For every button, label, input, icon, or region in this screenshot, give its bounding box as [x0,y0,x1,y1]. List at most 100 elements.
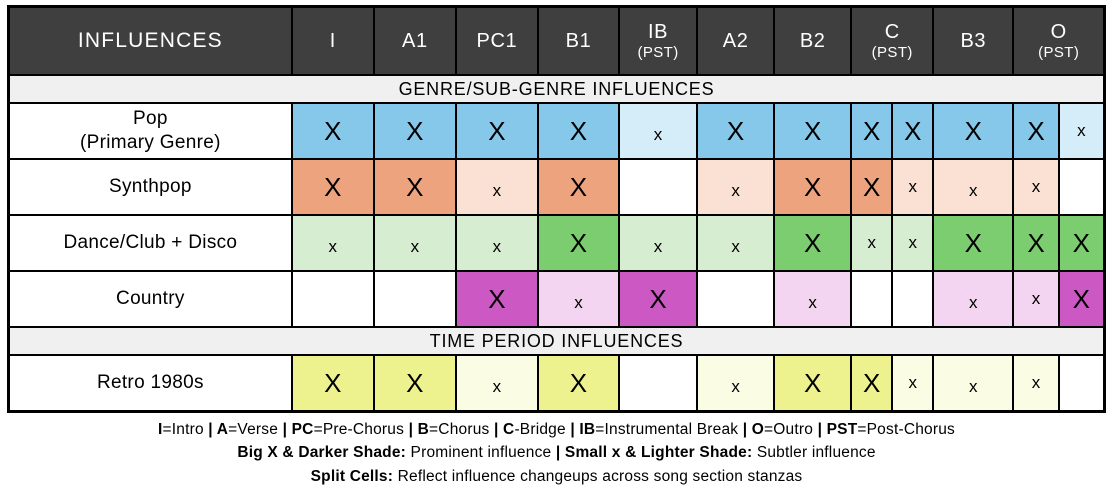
legend-text: =Chorus [429,421,490,438]
influence-mark: x [1031,289,1041,308]
influence-mark: x [328,236,338,256]
legend-line-shade-key: Big X & Darker Shade: Prominent influenc… [7,441,1106,464]
split-cell-half: x [891,356,932,410]
column-header-b2: B2 [773,5,853,76]
section-header-label: GENRE/SUB-GENRE INFLUENCES [7,74,1106,104]
influence-cell-synthpop-b3: x [932,158,1015,216]
influence-table-body: GENRE/SUB-GENRE INFLUENCES Pop (Primary Ge… [7,74,1106,413]
influence-cell-dance-club-disco-b1: X [536,214,621,272]
legend-text: =Post-Chorus [857,421,955,438]
split-cell-half: x [853,217,892,269]
influence-mark: x [410,236,420,256]
influence-mark: x [492,376,502,396]
row-label-pop: Pop (Primary Genre) [7,102,293,160]
column-header-ib: IB (PST) [617,5,699,76]
influence-cell-pop-ib: x [617,102,699,160]
influence-cell-dance-club-disco-b2: X [773,214,853,272]
legend-term: Small x & Lighter Shade: [564,444,753,462]
influence-cell-pop-a2: X [696,102,776,160]
legend-term: | [489,421,504,438]
influences-table: INFLUENCES I A1 PC1 B1 IB (PST) A2 B2 C (PST) B3 O(… [7,5,1106,413]
influence-mark: x [492,180,502,200]
split-cell-half [891,273,932,325]
influence-cell-dance-club-disco-b3: X [932,214,1015,272]
influence-mark: X [324,115,342,146]
influence-mark: x [574,292,583,312]
split-cell: x [1015,356,1103,410]
legend-text: Subtler influence [752,444,876,462]
influence-cell-country-b1: x [536,270,621,328]
column-header-label: A1 [402,29,428,52]
influence-cell-dance-club-disco-ib: x [617,214,699,272]
split-cell [853,273,932,325]
split-cell-half: X [1057,273,1103,325]
influence-cell-pop-i: X [290,102,375,160]
influence-mark: x [492,236,502,256]
influence-cell-retro-1980s-o: x [1012,354,1106,413]
column-header-sublabel: (PST) [1038,43,1080,61]
influence-mark: X [863,367,881,398]
influence-mark: x [731,180,740,200]
legend-text: Prominent influence [406,444,556,462]
section-header-label: TIME PERIOD INFLUENCES [7,326,1106,356]
influence-mark: x [867,233,876,252]
influences-header-cell: INFLUENCES [7,5,293,76]
influence-mark: X [1027,115,1045,146]
influence-mark: x [969,376,978,396]
influence-mark: x [969,180,978,200]
influence-mark: X [964,115,982,146]
influence-cell-synthpop-ib [617,158,699,216]
legend-term: PC [291,421,314,438]
influence-cell-retro-1980s-a2: x [696,354,776,413]
influence-cell-country-a1 [372,270,457,328]
split-cell-half: x [1015,273,1058,325]
legend-term: PST [826,421,858,438]
influence-mark: X [569,367,588,398]
influence-mark: x [969,292,978,312]
influence-cell-country-b2: x [773,270,853,328]
influence-mark: X [803,227,822,258]
legend-term: | [404,421,418,438]
split-cell-half: X [1057,217,1103,269]
influence-cell-pop-b1: X [536,102,621,160]
influence-mark: x [731,376,740,396]
split-cell: x [1015,161,1103,213]
legend-term: I [157,421,163,438]
split-cell-half [853,273,892,325]
legend-term: Big X & Darker Shade: [237,444,407,462]
influence-cell-synthpop-a2: x [696,158,776,216]
influence-mark: X [406,367,424,398]
influence-cell-retro-1980s-pc1: x [454,354,539,413]
influence-mark: x [731,236,740,256]
legend-term: | [565,421,580,438]
legend-text: -Bridge [514,421,566,438]
influence-mark: x [1031,177,1041,196]
influence-cell-dance-club-disco-a2: x [696,214,776,272]
row-label-retro-1980s: Retro 1980s [7,354,293,413]
influence-cell-retro-1980s-i: X [290,354,375,413]
legend-term: B [417,421,430,438]
legend-text: Reflect influence changeups across song … [393,467,803,485]
influence-mark: X [1072,227,1090,258]
influence-mark: X [803,367,822,398]
split-cell-half [1057,161,1103,213]
legend-term: | [203,421,217,438]
influence-mark: X [488,283,506,314]
column-header-label: B1 [565,29,592,52]
legend-line-split-cells: Split Cells: Reflect influence changeups… [7,465,1106,488]
influence-mark: x [908,177,917,196]
legend-term: | [278,421,292,438]
legend-term: A [216,421,229,438]
row-label-dance-club-disco: Dance/Club + Disco [7,214,293,272]
legend-term: O [751,421,765,438]
column-header-label: I [329,29,336,52]
